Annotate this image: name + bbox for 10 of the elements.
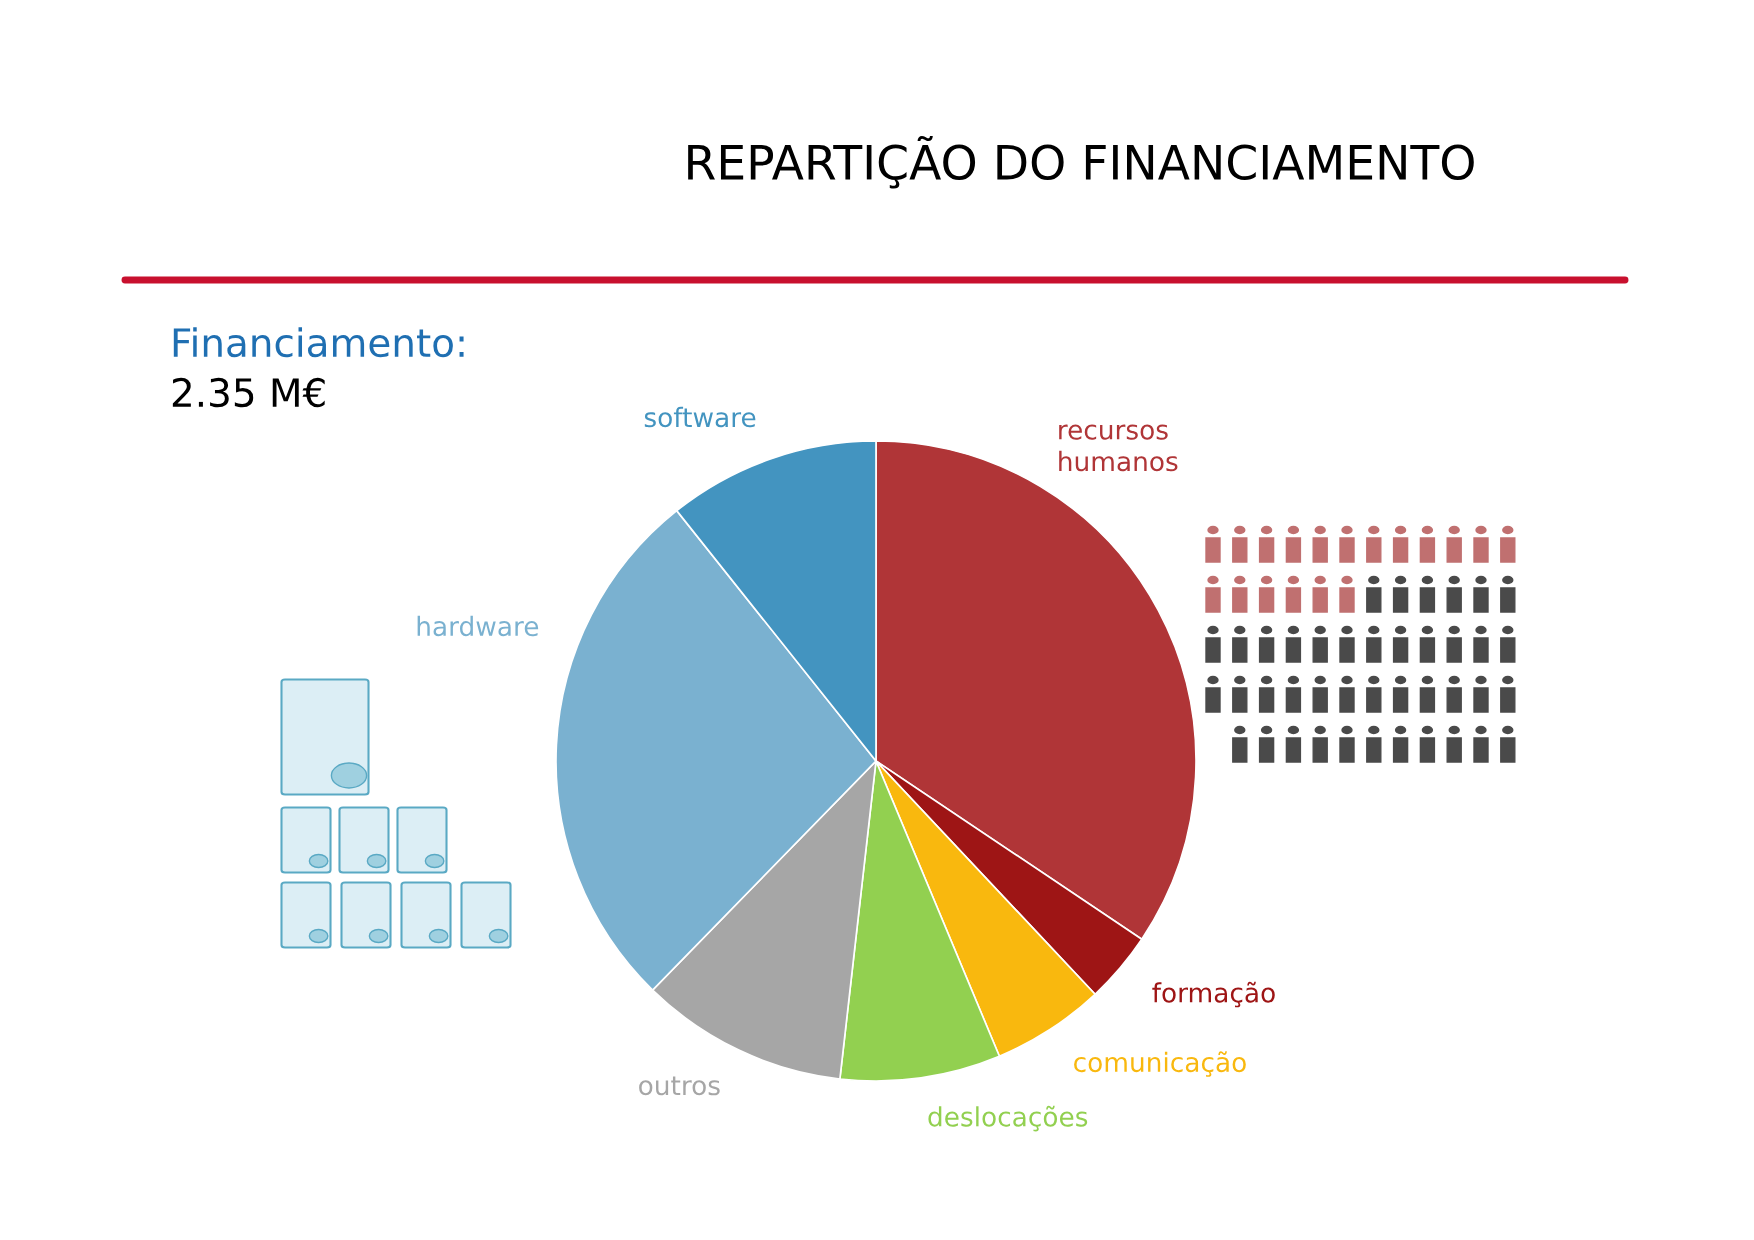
slice-label: formação [1152, 981, 1275, 1008]
text: 2.35 M€ [172, 377, 325, 408]
slice-label: deslocações [928, 1105, 1088, 1132]
slice-label: comunicação [1074, 1051, 1246, 1077]
slice-label: hardware [417, 615, 539, 637]
slice-label: outros [639, 1076, 720, 1096]
chart-subtitle: Financiamento: [173, 327, 464, 358]
chart-title: REPARTIÇÃO DO FINANCIAMENTO [688, 136, 1474, 189]
slice-label: software [644, 406, 756, 428]
slice-label: recursos humanos [1059, 424, 1178, 472]
